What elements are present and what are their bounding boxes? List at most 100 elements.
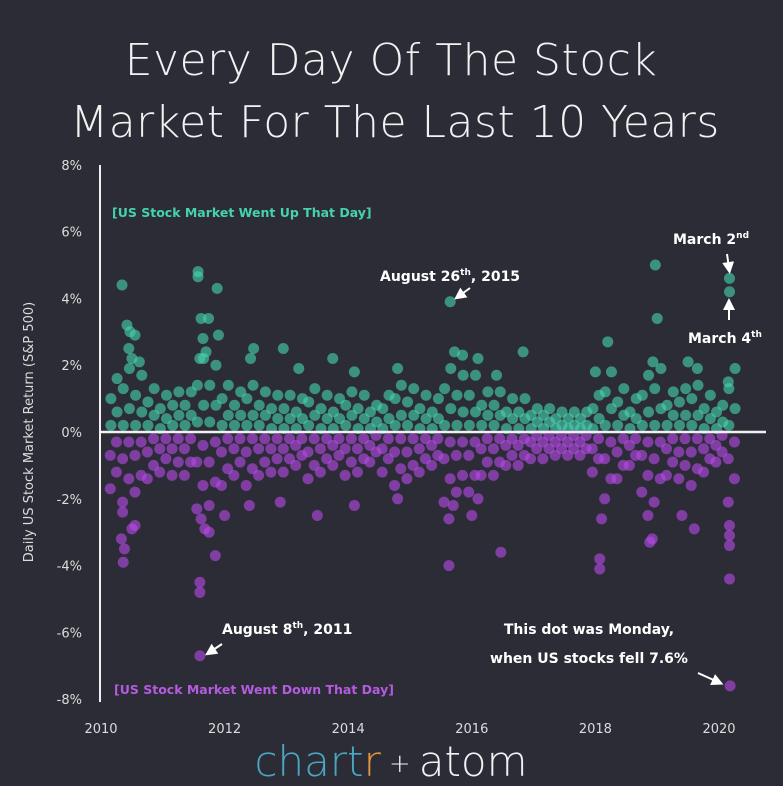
down-day-dot (216, 479, 228, 491)
up-day-dot (204, 379, 216, 391)
up-day-dot (612, 396, 624, 408)
up-day-dot (309, 383, 321, 395)
annotation-aug-2015: August 26th, 2015 (380, 268, 520, 300)
down-day-dot (154, 443, 166, 455)
down-day-dot (290, 439, 302, 451)
down-day-dot (253, 469, 265, 481)
annotation-mar-2: March 2nd (673, 231, 749, 274)
down-day-dot (265, 466, 277, 478)
down-region-label: [US Stock Market Went Down That Day] (114, 682, 394, 697)
annotation-aug-2011: August 8th, 2011 (205, 621, 352, 656)
down-day-dot (413, 466, 425, 478)
up-day-dot (724, 286, 736, 298)
svg-text:August 8th, 2011: August 8th, 2011 (222, 621, 352, 638)
down-day-dot (194, 650, 206, 662)
up-day-dot (179, 399, 191, 411)
up-day-dot (667, 409, 679, 421)
up-day-dot (661, 399, 673, 411)
y-tick-label: 2% (61, 359, 82, 374)
up-day-dot (167, 419, 179, 431)
down-day-dot (481, 456, 493, 468)
up-day-dot (612, 419, 624, 431)
chart-title-line-2: Market For The Last 10 Years (70, 97, 720, 148)
down-day-dot (209, 436, 221, 448)
up-day-dot (216, 419, 228, 431)
down-day-dot (240, 446, 252, 458)
down-day-dot (197, 479, 209, 491)
down-day-dot (660, 469, 672, 481)
down-day-dot (277, 443, 289, 455)
x-tick-label: 2012 (208, 722, 241, 737)
y-tick-label: 0% (61, 426, 82, 441)
down-day-dot (688, 523, 700, 535)
up-day-dot (248, 343, 260, 354)
up-day-dot (599, 419, 611, 431)
down-day-dot (599, 453, 611, 465)
annotation-text: , 2015 (471, 269, 520, 285)
down-day-dot (710, 456, 722, 468)
up-day-dot (203, 312, 215, 324)
down-day-dot (481, 433, 493, 445)
down-day-dot (512, 439, 524, 451)
down-day-dot (314, 466, 326, 478)
down-day-dot (166, 469, 178, 481)
down-day-dot (549, 449, 561, 461)
up-day-dot (198, 399, 210, 411)
down-day-dot (308, 433, 320, 445)
up-day-dot (589, 366, 601, 378)
up-day-dot (463, 419, 475, 431)
down-day-dot (495, 546, 507, 558)
down-day-dot (724, 680, 736, 692)
annotation-text: August 8 (222, 622, 292, 638)
up-day-dot (321, 389, 333, 401)
down-day-dot (594, 563, 606, 575)
down-day-dot (129, 449, 141, 461)
down-day-dot (178, 443, 190, 455)
down-day-dot (636, 449, 648, 461)
svg-text:March 4th: March 4th (688, 330, 762, 347)
down-day-dot (117, 496, 129, 508)
down-day-dot (728, 473, 740, 485)
down-day-dot (438, 453, 450, 465)
up-day-dot (346, 386, 358, 398)
down-day-dot (463, 449, 475, 461)
up-day-dot (352, 403, 364, 415)
chart-title-line-1: Every Day Of The Stock (125, 35, 658, 86)
up-day-dot (445, 403, 457, 415)
up-day-dot (691, 363, 703, 375)
up-day-dot (605, 366, 617, 378)
logo: chartr + atom (254, 737, 527, 786)
up-day-dot (655, 363, 667, 375)
down-day-dot (274, 496, 286, 508)
up-day-dot (491, 369, 503, 381)
down-day-dot (623, 439, 635, 451)
x-tick-label: 2010 (84, 722, 117, 737)
up-day-dot (161, 389, 173, 401)
up-day-dot (544, 403, 556, 415)
down-day-dot (117, 453, 129, 465)
down-day-dot (110, 436, 122, 448)
up-day-dot (117, 383, 129, 395)
up-day-dot (513, 406, 525, 418)
up-day-dot (673, 419, 685, 431)
up-day-dot (624, 406, 636, 418)
up-day-dot (439, 383, 451, 395)
down-day-dot (129, 520, 141, 532)
down-day-dot (203, 456, 215, 468)
up-day-dot (327, 353, 339, 365)
down-day-dot (191, 503, 203, 515)
annotation-monday: This dot was Monday, when US stocks fell… (490, 622, 724, 686)
up-day-dot (643, 406, 655, 418)
down-day-dot (154, 466, 166, 478)
x-tick-label: 2018 (579, 722, 612, 737)
up-day-dot (293, 363, 305, 375)
down-day-dot (722, 496, 734, 508)
up-day-dot (476, 419, 488, 431)
down-day-dot (426, 439, 438, 451)
down-day-dot (203, 526, 215, 538)
down-day-dot (685, 479, 697, 491)
down-day-dot (219, 510, 231, 521)
down-day-dot (265, 443, 277, 455)
up-day-dot (228, 419, 240, 431)
